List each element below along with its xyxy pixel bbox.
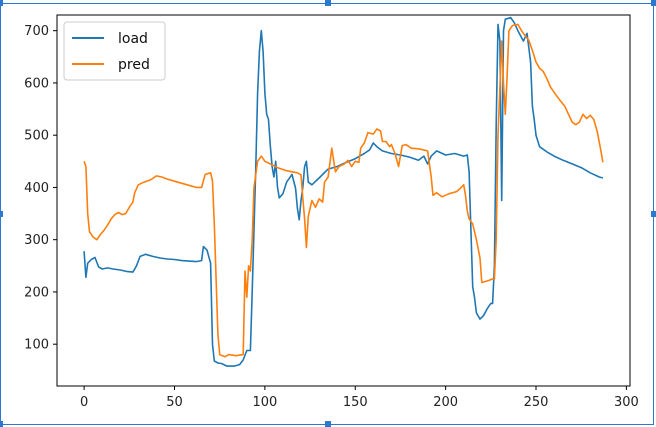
resize-handle-top-left[interactable] <box>0 0 3 6</box>
resize-handle-bottom-left[interactable] <box>0 421 3 427</box>
legend: load pred <box>63 21 166 81</box>
legend-label-pred: pred <box>118 57 150 73</box>
resize-handle-middle-right[interactable] <box>651 211 656 217</box>
y-tick-label: 400 <box>24 181 49 196</box>
y-tick-label: 600 <box>24 76 49 91</box>
y-tick-label: 500 <box>24 129 49 144</box>
x-axis: 0 50 100 150 200 250 300 <box>80 386 639 410</box>
y-tick-label: 300 <box>24 233 49 248</box>
x-tick-label: 100 <box>252 395 277 410</box>
x-tick-label: 150 <box>343 395 368 410</box>
y-tick-label: 700 <box>24 24 49 39</box>
plot-lines <box>83 16 604 367</box>
y-axis: 100 200 300 400 500 600 700 <box>24 24 57 353</box>
axes-frame <box>56 14 631 387</box>
resize-handle-top-center[interactable] <box>325 0 331 6</box>
y-tick-label: 200 <box>24 285 49 300</box>
series-line-load <box>83 16 604 367</box>
x-tick-label: 50 <box>166 395 183 410</box>
resize-handle-bottom-center[interactable] <box>325 421 331 427</box>
resize-handle-middle-left[interactable] <box>0 211 3 217</box>
x-tick-label: 250 <box>524 395 549 410</box>
x-tick-label: 200 <box>433 395 458 410</box>
y-tick-label: 100 <box>24 338 49 353</box>
series-line-pred <box>83 23 604 358</box>
legend-box <box>63 21 166 81</box>
x-tick-label: 300 <box>614 395 639 410</box>
x-tick-label: 0 <box>80 395 88 410</box>
legend-label-load: load <box>118 31 148 47</box>
resize-handle-top-right[interactable] <box>651 0 656 6</box>
